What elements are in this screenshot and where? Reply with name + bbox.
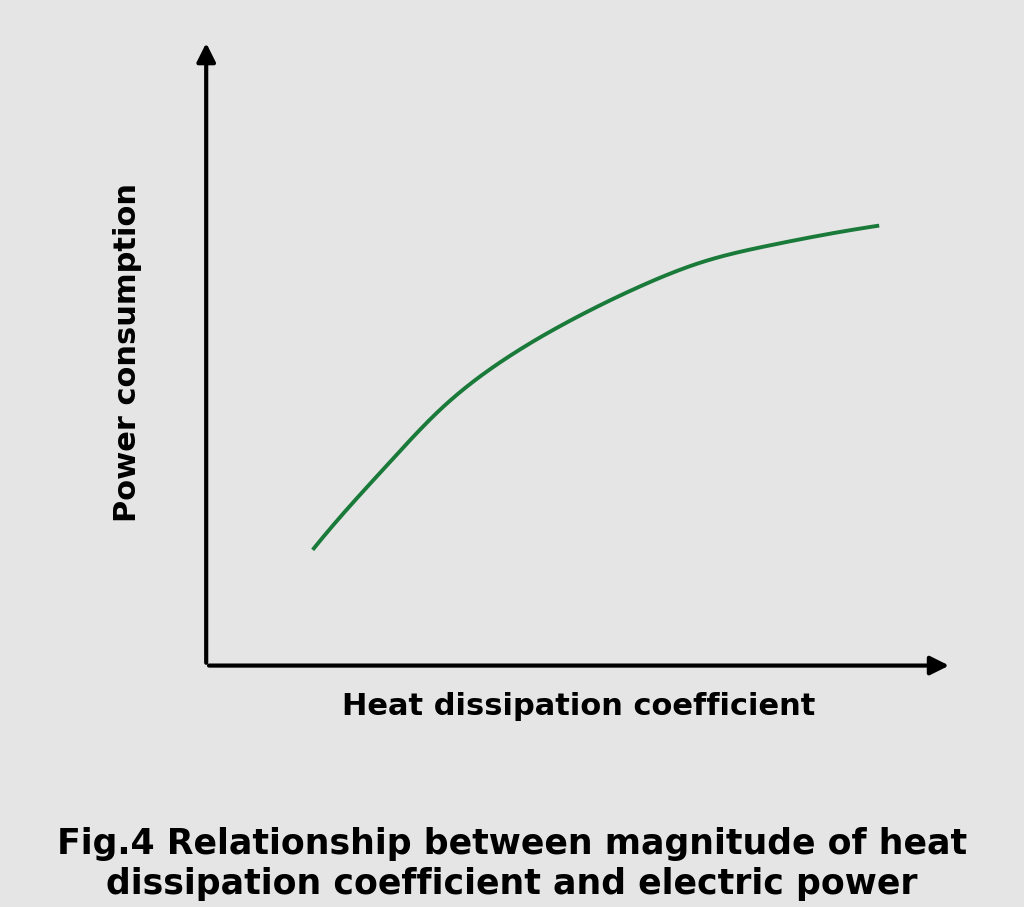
Text: Power consumption: Power consumption: [113, 183, 142, 522]
Text: Heat dissipation coefficient: Heat dissipation coefficient: [342, 692, 816, 721]
Text: dissipation coefficient and electric power: dissipation coefficient and electric pow…: [106, 867, 918, 902]
Text: Fig.4 Relationship between magnitude of heat: Fig.4 Relationship between magnitude of …: [57, 826, 967, 861]
